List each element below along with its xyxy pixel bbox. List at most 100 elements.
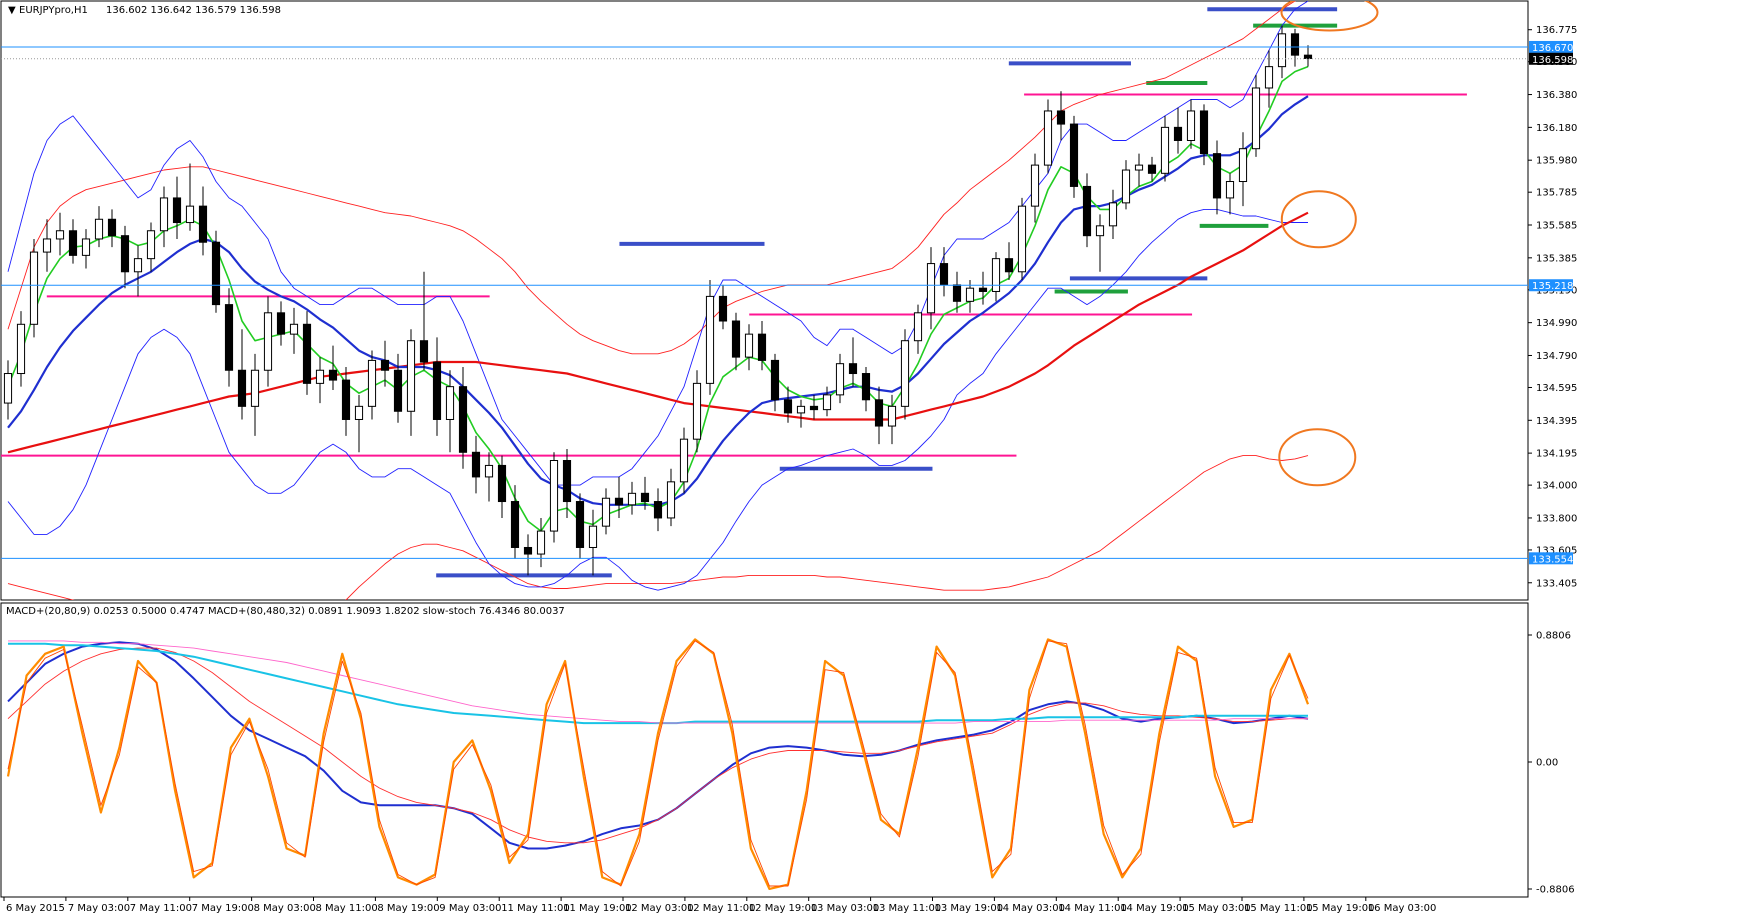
candle-bear (198, 205, 208, 243)
candle-bull (484, 464, 494, 478)
candle-bull (16, 323, 26, 375)
bollinger-blue-upper-line (7, 1, 1309, 486)
time-tick-label: 15 May 11:00 (1244, 903, 1313, 914)
candle-bear (939, 263, 949, 286)
indicator-tick-label: -0.8806 (1536, 885, 1575, 896)
candle-bull (1017, 205, 1027, 273)
indicator-tick-label: 0.8806 (1536, 631, 1571, 642)
candle-bull (679, 438, 689, 483)
candle-bear (640, 492, 650, 503)
price-tick-label: 135.980 (1536, 156, 1577, 167)
ohlc-readout: 136.602 136.642 136.579 136.598 (106, 5, 281, 16)
time-tick-label: 7 May 19:00 (192, 903, 254, 914)
symbol-caption: EURJPYpro,H1 (19, 5, 88, 16)
candle-bull (3, 373, 13, 404)
main-panel-frame (0, 0, 1529, 601)
time-tick-label: 6 May 2015 (6, 903, 65, 914)
time-tick-label: 15 May 03:00 (1182, 903, 1251, 914)
price-tick-label: 135.585 (1536, 221, 1577, 232)
time-tick-label: 7 May 03:00 (68, 903, 130, 914)
time-tick-label: 14 May 11:00 (1058, 903, 1127, 914)
candle-bear (120, 235, 130, 273)
bollinger-red-lower-line (7, 455, 1309, 600)
candle-bear (1069, 123, 1079, 187)
price-tick-label: 133.605 (1536, 545, 1577, 556)
price-tick-label: 135.385 (1536, 253, 1577, 264)
candle-bull (588, 525, 598, 548)
time-tick-label: 13 May 19:00 (935, 903, 1004, 914)
candle-bull (315, 369, 325, 384)
indicator-plot (6, 638, 1310, 890)
price-tick-label: 135.785 (1536, 188, 1577, 199)
candle-bear (1199, 110, 1209, 155)
time-tick-label: 8 May 19:00 (377, 903, 439, 914)
candle-bull (354, 405, 364, 420)
candle-bear (341, 379, 351, 420)
price-line-label-box (1529, 279, 1573, 292)
candle-bear (783, 399, 793, 414)
candle-bull (367, 359, 377, 407)
time-tick-label: 12 May 03:00 (625, 903, 694, 914)
price-tick-label: 133.405 (1536, 578, 1577, 589)
candle-bull (42, 238, 52, 253)
candle-bear (848, 363, 858, 375)
candle-bull (991, 258, 1001, 292)
candle-bull (1277, 33, 1287, 68)
candle-bull (1264, 66, 1274, 89)
candle-bear (393, 369, 403, 412)
price-line-label: 133.554 (1532, 554, 1573, 565)
candle-bear (653, 501, 663, 519)
stoch-signal-line (7, 640, 1309, 887)
candle-bear (68, 230, 78, 256)
candle-bull (965, 287, 975, 302)
candle-bear (1290, 33, 1300, 56)
ema-slow-line (7, 211, 1309, 454)
main-chart-panel[interactable] (0, 0, 1529, 601)
candle-bear (1212, 153, 1222, 199)
candle-bull (289, 323, 299, 335)
macd-slow-signal-line (8, 640, 1308, 724)
candle-bear (1173, 126, 1183, 141)
current-price-label: 136.598 (1532, 55, 1573, 66)
candle-bear (731, 320, 741, 358)
candle-bull (55, 230, 65, 240)
candle-bear (523, 546, 533, 555)
price-tick-label: 136.775 (1536, 25, 1577, 36)
candle-bull (29, 251, 39, 325)
candle-bull (133, 258, 143, 273)
indicator-tick-label: 0.00 (1536, 758, 1558, 769)
candle-bull (1251, 87, 1261, 150)
candle-bull (835, 363, 845, 396)
candle-bull (822, 394, 832, 411)
candle-bear (107, 218, 117, 237)
macd-fast-signal-line (7, 647, 1308, 844)
bollinger-red-upper-line (7, 1, 1297, 355)
candle-bear (1147, 164, 1157, 174)
candle-bull (1043, 110, 1053, 166)
candle-bull (744, 333, 754, 358)
stoch-main-line (6, 638, 1310, 890)
time-tick-label: 13 May 11:00 (873, 903, 942, 914)
candle-bull (1108, 202, 1118, 227)
candle-bear (757, 333, 767, 361)
candle-bear (718, 295, 728, 322)
price-tick-label: 134.990 (1536, 318, 1577, 329)
current-price-label-box (1529, 52, 1573, 65)
annotation-ellipse (1280, 1, 1379, 32)
candle-bear (978, 287, 988, 292)
candle-bull (601, 497, 611, 527)
candle-bull (1186, 110, 1196, 141)
time-tick-label: 8 May 11:00 (316, 903, 378, 914)
bollinger-blue-lower-line (7, 208, 1308, 591)
candle-bear (328, 369, 338, 381)
price-line-label: 136.670 (1532, 43, 1573, 54)
annotation-ellipse (1278, 428, 1357, 487)
candle-bull (900, 340, 910, 407)
candle-bear (224, 304, 234, 371)
price-tick-label: 134.395 (1536, 416, 1577, 427)
price-tick-label: 136.380 (1536, 90, 1577, 101)
time-tick-label: 12 May 11:00 (687, 903, 756, 914)
time-tick-label: 16 May 03:00 (1368, 903, 1437, 914)
candle-bear (510, 501, 520, 548)
